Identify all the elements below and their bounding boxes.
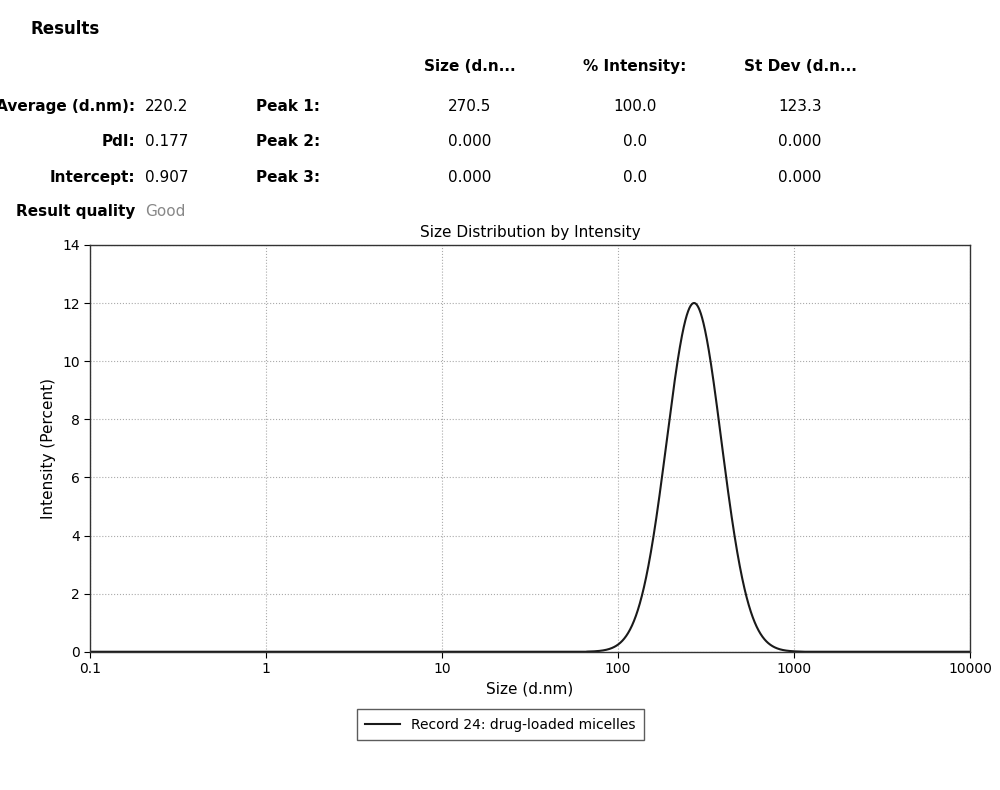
- Y-axis label: Intensity (Percent): Intensity (Percent): [41, 378, 56, 519]
- Text: St Dev (d.n...: St Dev (d.n...: [744, 59, 856, 74]
- Legend: Record 24: drug-loaded micelles: Record 24: drug-loaded micelles: [356, 709, 644, 740]
- Text: 0.000: 0.000: [778, 134, 822, 149]
- Text: 0.000: 0.000: [448, 170, 492, 185]
- X-axis label: Size (d.nm): Size (d.nm): [486, 682, 574, 697]
- Text: 100.0: 100.0: [613, 99, 657, 114]
- Text: Intercept:: Intercept:: [49, 170, 135, 185]
- Text: Peak 2:: Peak 2:: [256, 134, 320, 149]
- Text: PdI:: PdI:: [101, 134, 135, 149]
- Text: 0.0: 0.0: [623, 170, 647, 185]
- Text: 123.3: 123.3: [778, 99, 822, 114]
- Text: 0.177: 0.177: [145, 134, 188, 149]
- Text: 270.5: 270.5: [448, 99, 492, 114]
- Text: 0.0: 0.0: [623, 134, 647, 149]
- Text: Peak 3:: Peak 3:: [256, 170, 320, 185]
- Text: Size (d.n...: Size (d.n...: [424, 59, 516, 74]
- Title: Size Distribution by Intensity: Size Distribution by Intensity: [420, 224, 640, 239]
- Text: 0.907: 0.907: [145, 170, 188, 185]
- Text: Good: Good: [145, 204, 185, 219]
- Text: % Intensity:: % Intensity:: [583, 59, 687, 74]
- Text: Results: Results: [30, 20, 99, 38]
- Text: 220.2: 220.2: [145, 99, 188, 114]
- Text: 0.000: 0.000: [778, 170, 822, 185]
- Text: Peak 1:: Peak 1:: [256, 99, 320, 114]
- Text: Result quality: Result quality: [16, 204, 135, 219]
- Text: Z-Average (d.nm):: Z-Average (d.nm):: [0, 99, 135, 114]
- Text: 0.000: 0.000: [448, 134, 492, 149]
